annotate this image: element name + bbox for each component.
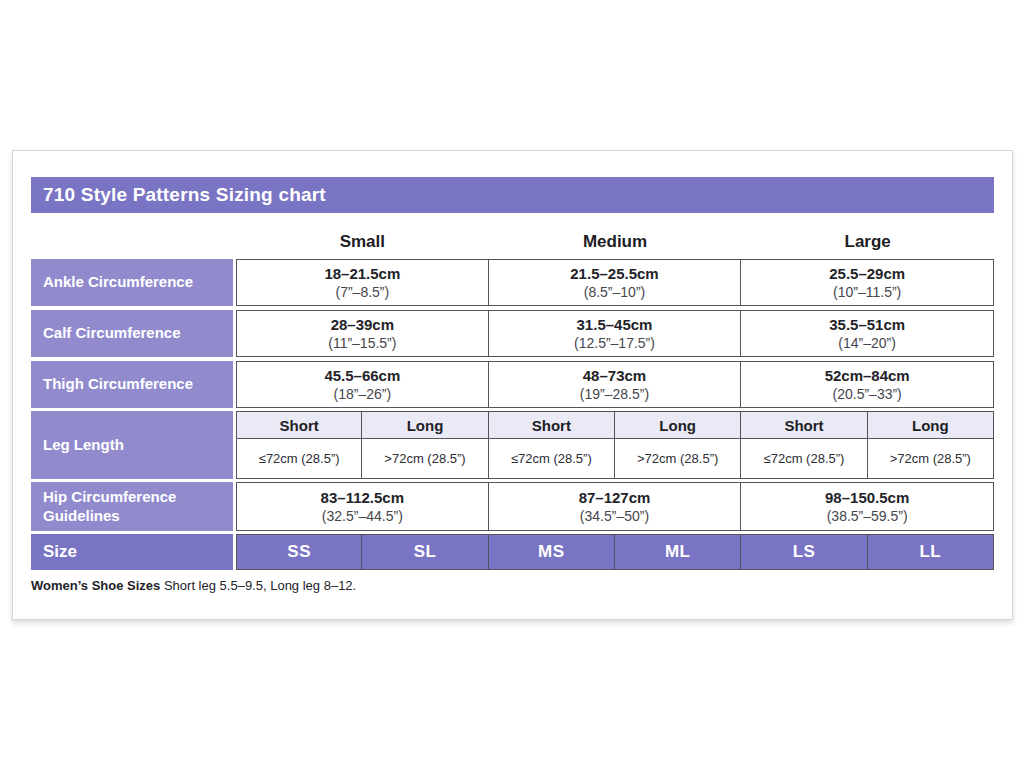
row-label-thigh: Thigh Circumference [31, 361, 236, 408]
row-label-ankle: Ankle Circumference [31, 259, 236, 306]
value-cm: 31.5–45cm [577, 315, 653, 335]
measurement-cell: 45.5–66cm (18”–26”) [236, 361, 489, 408]
value-inches: (20.5”–33”) [833, 385, 902, 403]
measurement-cell: 31.5–45cm (12.5”–17.5”) [489, 310, 742, 357]
measurement-cell: 25.5–29cm (10”–11.5”) [741, 259, 994, 306]
size-group-header-row: Small Medium Large [31, 227, 994, 257]
measurement-cell: 98–150.5cm (38.5”–59.5”) [741, 482, 994, 531]
leg-length-value: >72cm (28.5”) [362, 439, 488, 479]
value-cm: 21.5–25.5cm [570, 264, 658, 284]
leg-subheader-long: Long [362, 411, 488, 439]
value-inches: (8.5”–10”) [584, 283, 645, 301]
size-group-header-large: Large [741, 227, 994, 257]
leg-length-value: ≤72cm (28.5”) [489, 439, 615, 479]
leg-length-value: ≤72cm (28.5”) [236, 439, 362, 479]
size-code-sl: SL [362, 534, 488, 570]
row-label-leg-length: Leg Length [31, 411, 236, 479]
footnote-label: Women’s Shoe Sizes [31, 578, 160, 593]
row-label-size: Size [31, 534, 236, 570]
size-code-ss: SS [236, 534, 362, 570]
measurement-cell: 35.5–51cm (14”–20”) [741, 310, 994, 357]
value-cm: 48–73cm [583, 366, 646, 386]
value-cm: 28–39cm [331, 315, 394, 335]
leg-length-value: >72cm (28.5”) [615, 439, 741, 479]
measurement-cell: 18–21.5cm (7”–8.5”) [236, 259, 489, 306]
measurement-cell: 28–39cm (11”–15.5”) [236, 310, 489, 357]
value-inches: (10”–11.5”) [833, 283, 901, 301]
value-inches: (7”–8.5”) [335, 283, 389, 301]
chart-title: 710 Style Patterns Sizing chart [43, 184, 326, 206]
sizing-chart-card: 710 Style Patterns Sizing chart Small Me… [12, 150, 1013, 620]
table-row-thigh: Thigh Circumference 45.5–66cm (18”–26”) … [31, 361, 994, 408]
measurement-cell: 48–73cm (19”–28.5”) [489, 361, 742, 408]
row-label-calf: Calf Circumference [31, 310, 236, 357]
size-code-ml: ML [615, 534, 741, 570]
row-label-hip: Hip Circumference Guidelines [31, 482, 236, 531]
value-cm: 35.5–51cm [829, 315, 905, 335]
header-spacer [31, 227, 236, 257]
leg-subheader-long: Long [868, 411, 994, 439]
measurement-cell: 83–112.5cm (32.5”–44.5”) [236, 482, 489, 531]
value-inches: (19”–28.5”) [580, 385, 649, 403]
value-cm: 87–127cm [579, 488, 651, 508]
size-code-ll: LL [868, 534, 994, 570]
table-row-size: Size SS SL MS ML LS LL [31, 534, 994, 570]
value-inches: (34.5”–50”) [580, 507, 649, 525]
value-inches: (18”–26”) [334, 385, 392, 403]
value-cm: 98–150.5cm [825, 488, 909, 508]
footnote-text: Short leg 5.5–9.5, Long leg 8–12. [160, 578, 356, 593]
leg-length-value: >72cm (28.5”) [868, 439, 994, 479]
measurement-cell: 87–127cm (34.5”–50”) [489, 482, 742, 531]
leg-subheader-short: Short [236, 411, 362, 439]
table-row-hip: Hip Circumference Guidelines 83–112.5cm … [31, 482, 994, 531]
value-cm: 45.5–66cm [324, 366, 400, 386]
leg-subheader-short: Short [741, 411, 867, 439]
leg-subheader-short: Short [489, 411, 615, 439]
table-row-leg-length: Leg Length Short Long Short Long Short L… [31, 411, 994, 479]
table-row-ankle: Ankle Circumference 18–21.5cm (7”–8.5”) … [31, 259, 994, 306]
chart-title-bar: 710 Style Patterns Sizing chart [31, 177, 994, 213]
value-inches: (12.5”–17.5”) [574, 334, 655, 352]
value-inches: (14”–20”) [838, 334, 896, 352]
measurement-cell: 21.5–25.5cm (8.5”–10”) [489, 259, 742, 306]
table-row-calf: Calf Circumference 28–39cm (11”–15.5”) 3… [31, 310, 994, 357]
value-cm: 25.5–29cm [829, 264, 905, 284]
value-inches: (32.5”–44.5”) [322, 507, 403, 525]
measurement-cell: 52cm–84cm (20.5”–33”) [741, 361, 994, 408]
value-inches: (38.5”–59.5”) [827, 507, 908, 525]
size-code-ms: MS [489, 534, 615, 570]
shoe-sizes-footnote: Women’s Shoe Sizes Short leg 5.5–9.5, Lo… [31, 578, 994, 593]
size-group-header-small: Small [236, 227, 489, 257]
value-inches: (11”–15.5”) [328, 334, 396, 352]
size-code-ls: LS [741, 534, 867, 570]
value-cm: 52cm–84cm [825, 366, 910, 386]
leg-subheader-long: Long [615, 411, 741, 439]
value-cm: 18–21.5cm [324, 264, 400, 284]
value-cm: 83–112.5cm [321, 488, 404, 508]
leg-length-value: ≤72cm (28.5”) [741, 439, 867, 479]
size-group-header-medium: Medium [489, 227, 742, 257]
